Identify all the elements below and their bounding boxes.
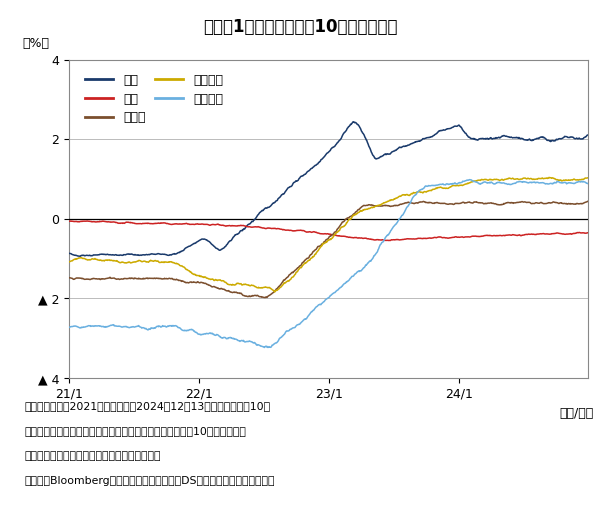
Text: （年/月）: （年/月） xyxy=(559,407,593,420)
Text: イーブン・インフレ率を控除したもの。: イーブン・インフレ率を控除したもの。 xyxy=(24,451,161,461)
Text: （%）: （%） xyxy=(22,37,49,50)
Text: 【図表1：主要国の実質10年債利回り】: 【図表1：主要国の実質10年債利回り】 xyxy=(203,18,397,36)
Text: 債利回りから市場が織り込む期待インフレ率である10年ブレーク・: 債利回りから市場が織り込む期待インフレ率である10年ブレーク・ xyxy=(24,426,246,436)
Text: （出所）Bloombergのデータを基に三井住叻DSアセットマネジメント作成: （出所）Bloombergのデータを基に三井住叻DSアセットマネジメント作成 xyxy=(24,476,275,486)
Text: （注）データは2021年１月１日～2024年12月13日、実質金利は10年: （注）データは2021年１月１日～2024年12月13日、実質金利は10年 xyxy=(24,401,270,411)
Legend: 米国, 日本, ドイツ, フランス, イギリス: 米国, 日本, ドイツ, フランス, イギリス xyxy=(80,69,228,130)
